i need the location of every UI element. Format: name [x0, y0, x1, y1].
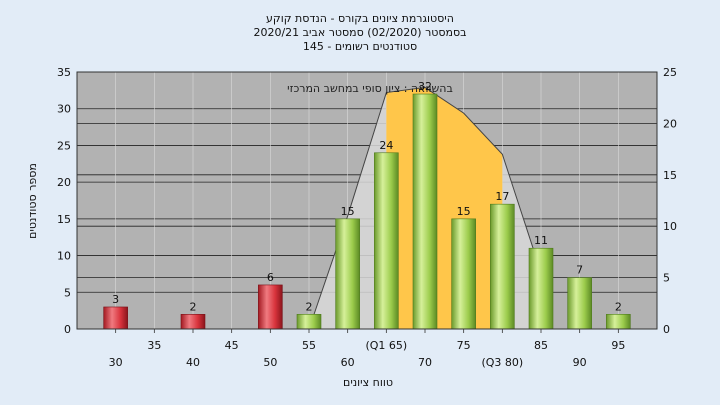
y-tick-label-30: 30 [57, 103, 71, 116]
x-tick-label-40: 40 [186, 356, 200, 369]
bar-value-label-55: 2 [306, 300, 313, 313]
bar-30 [103, 306, 128, 330]
y-tick-label-15: 15 [57, 213, 71, 226]
y-tick-label-5: 5 [64, 286, 71, 299]
x-tick-label-60: 60 [341, 356, 355, 369]
y2-tick-label-5: 5 [663, 272, 670, 285]
plot-border [76, 71, 658, 330]
bar-value-label-75: 15 [457, 205, 471, 218]
bar-value-label-50: 6 [267, 271, 274, 284]
x-tick-label-45: 45 [225, 339, 239, 352]
x-tick-label-30: 30 [109, 356, 123, 369]
x-tick-label-90: 90 [573, 356, 587, 369]
area-annotation: בהשוואה : ציון סופי במחשב המרכזי [287, 82, 453, 95]
bar-value-label-40: 2 [190, 300, 197, 313]
bar-value-label-85: 11 [534, 234, 548, 247]
y-axis-title: מספר סטודנטים [26, 163, 39, 239]
x-tick-label-70: 70 [418, 356, 432, 369]
bar-value-label-65: 24 [379, 139, 393, 152]
y2-tick-label-10: 10 [663, 220, 677, 233]
plot-area: בהשוואה : ציון סופי במחשב המרכזי32621524… [57, 66, 677, 369]
area-series-line [308, 86, 542, 330]
x-tick-label-65: (Q1 65) [365, 339, 407, 352]
x-axis-title: טווח ציונים [343, 376, 393, 389]
bar-40 [180, 314, 206, 330]
bar-90 [567, 277, 592, 330]
y-tick-label-20: 20 [57, 176, 71, 189]
chart-title-line-2: בסמסטר (02/2020) סמסטר אביב 2020/21 [253, 26, 466, 39]
bar-60 [335, 218, 360, 330]
bar-50 [258, 284, 283, 330]
chart-title-line-3: סטודנטים רשומים - 145 [303, 40, 417, 53]
x-tick-label-80: (Q3 80) [481, 356, 523, 369]
x-tick-label-35: 35 [147, 339, 161, 352]
bar-value-label-60: 15 [341, 205, 355, 218]
x-tick-label-50: 50 [263, 356, 277, 369]
x-tick-label-95: 95 [611, 339, 625, 352]
bar-value-label-70: 32 [418, 80, 432, 93]
bar-value-label-90: 7 [576, 264, 583, 277]
bar-95 [606, 314, 631, 330]
y-tick-label-0: 0 [64, 323, 71, 336]
chart-title-line-1: היסטוגרמת ציונים בקורס - הנדסת קוקע [266, 12, 454, 25]
bar-80 [490, 203, 515, 330]
x-tick-label-55: 55 [302, 339, 316, 352]
bar-55 [296, 314, 322, 330]
y2-tick-label-15: 15 [663, 169, 677, 182]
y2-tick-label-25: 25 [663, 66, 677, 79]
bar-value-label-80: 17 [495, 190, 509, 203]
y-tick-label-10: 10 [57, 250, 71, 263]
y2-tick-label-20: 20 [663, 117, 677, 130]
y-tick-label-35: 35 [57, 66, 71, 79]
bar-70 [412, 93, 438, 330]
y2-tick-label-0: 0 [663, 323, 670, 336]
bar-value-label-95: 2 [615, 300, 622, 313]
bar-value-label-30: 3 [112, 293, 119, 306]
y-tick-label-25: 25 [57, 139, 71, 152]
bar-85 [528, 247, 554, 330]
bar-65 [374, 152, 399, 330]
x-tick-label-75: 75 [457, 339, 471, 352]
x-tick-label-85: 85 [534, 339, 548, 352]
bar-75 [451, 218, 476, 330]
